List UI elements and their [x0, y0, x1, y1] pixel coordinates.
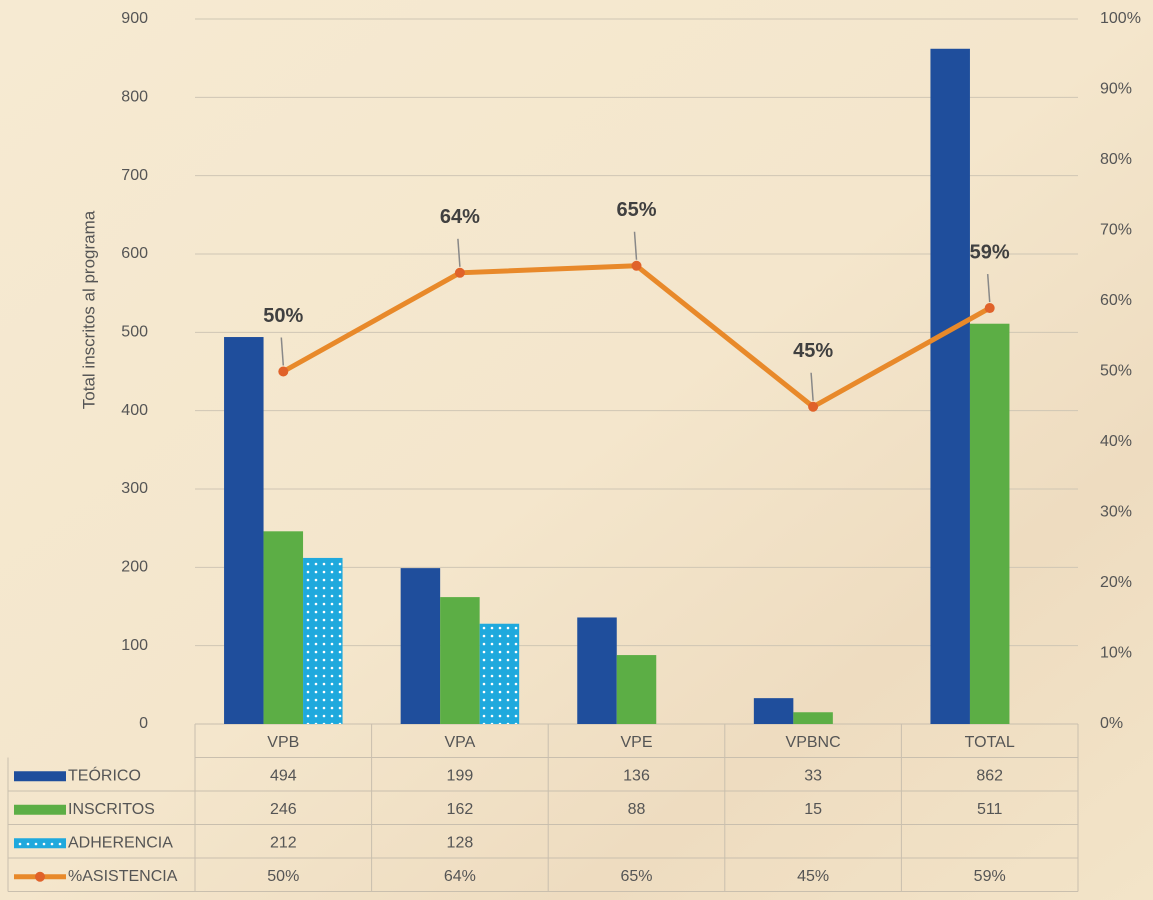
x-tick-label: VPE	[620, 734, 652, 751]
table-cell: 33	[804, 767, 822, 784]
legend-key	[14, 805, 66, 815]
marker	[632, 261, 642, 271]
table-cell: 88	[628, 801, 646, 818]
y2-tick-label: 60%	[1100, 292, 1132, 309]
table-cell: 862	[976, 767, 1003, 784]
y-tick-label: 300	[121, 480, 148, 497]
table-cell: 45%	[797, 868, 829, 885]
chart: Total inscritos al programa 0 100 200 300 40…	[0, 0, 1153, 900]
data-label: 64%	[440, 206, 480, 228]
legend-label: ADHERENCIA	[68, 834, 173, 851]
y-tick-label: 800	[121, 89, 148, 106]
legend-key	[35, 872, 45, 882]
bar	[264, 531, 304, 724]
legend-key	[14, 838, 66, 848]
legend-label: INSCRITOS	[68, 801, 155, 818]
y2-tick-label: 30%	[1100, 504, 1132, 521]
y2-tick-label: 100%	[1100, 10, 1141, 27]
y2-tick-label: 40%	[1100, 433, 1132, 450]
data-label: 59%	[970, 241, 1010, 263]
y2-tick-label: 10%	[1100, 645, 1132, 662]
bar	[480, 624, 520, 724]
table-cell: 59%	[974, 868, 1006, 885]
table-cell: 15	[804, 801, 822, 818]
bar	[617, 655, 657, 724]
y2-tick-label: 90%	[1100, 81, 1132, 98]
bar	[224, 337, 263, 724]
bar	[401, 568, 441, 724]
marker	[455, 268, 465, 278]
table-cell: 246	[270, 801, 297, 818]
marker	[808, 402, 818, 412]
bar	[754, 698, 794, 724]
y-tick-label: 700	[121, 167, 148, 184]
y2-tick-label: 70%	[1100, 222, 1132, 239]
legend-label: TEÓRICO	[68, 765, 141, 784]
data-label: 45%	[793, 340, 833, 362]
table-cell: 162	[447, 801, 474, 818]
bar	[793, 712, 833, 724]
x-tick-label: VPB	[267, 734, 299, 751]
bar	[970, 324, 1010, 724]
marker	[985, 303, 995, 313]
table-cell: 128	[447, 834, 474, 851]
table-cell: 494	[270, 767, 297, 784]
table-cell: 511	[977, 801, 1003, 818]
y2-tick-label: 50%	[1100, 363, 1132, 380]
y-tick-label: 0	[139, 715, 148, 732]
data-label: 50%	[263, 305, 303, 327]
x-tick-label: VPA	[444, 734, 475, 751]
data-label: 65%	[616, 199, 656, 221]
y-tick-label: 400	[121, 402, 148, 419]
y-tick-label: 900	[121, 10, 148, 27]
table-cell: 50%	[267, 868, 299, 885]
y-axis-title: Total inscritos al programa	[79, 210, 98, 409]
y2-tick-label: 20%	[1100, 574, 1132, 591]
y-tick-label: 100	[121, 637, 148, 654]
y2-tick-label: 80%	[1100, 151, 1132, 168]
marker	[278, 367, 288, 377]
bar	[930, 49, 970, 724]
x-tick-label: VPBNC	[786, 734, 841, 751]
y-tick-label: 500	[121, 324, 148, 341]
table-cell: 64%	[444, 868, 476, 885]
y-tick-label: 600	[121, 245, 148, 262]
table-cell: 199	[447, 767, 474, 784]
bar	[577, 617, 617, 724]
bar	[440, 597, 480, 724]
table-cell: 136	[623, 767, 650, 784]
table-cell: 65%	[620, 868, 652, 885]
bar	[303, 558, 343, 724]
table-cell: 212	[270, 834, 297, 851]
y-tick-label: 200	[121, 559, 148, 576]
legend-label: %ASISTENCIA	[68, 868, 178, 885]
legend-key	[14, 771, 66, 781]
x-tick-label: TOTAL	[965, 734, 1015, 751]
y2-tick-label: 0%	[1100, 715, 1123, 732]
